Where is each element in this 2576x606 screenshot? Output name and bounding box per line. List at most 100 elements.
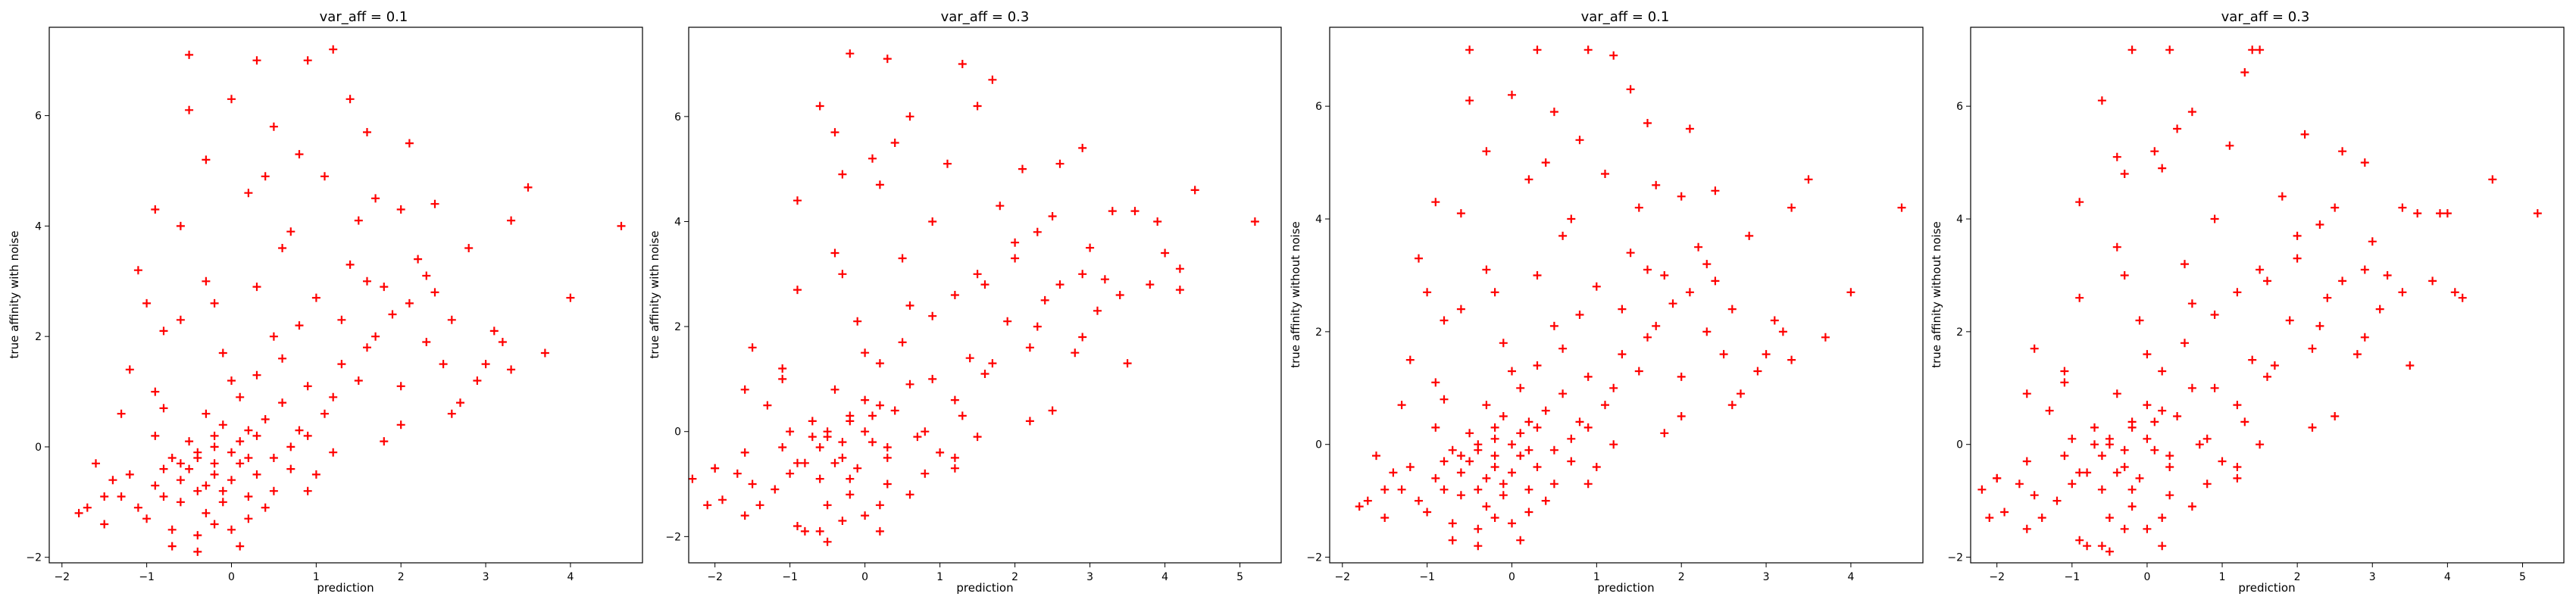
scatter-point [167, 525, 177, 534]
y-tick-label: 4 [1315, 214, 1322, 226]
scatter-point [950, 291, 959, 299]
scatter-point [2202, 434, 2212, 443]
scatter-point [159, 464, 168, 473]
scatter-point [905, 380, 914, 389]
scatter-point [703, 501, 712, 510]
scatter-point [688, 474, 697, 483]
scatter-point [1405, 355, 1415, 364]
scatter-point [430, 199, 439, 208]
scatter-point [1448, 445, 1457, 454]
scatter-point [1685, 124, 1694, 133]
scatter-point [337, 315, 346, 324]
scatter-point [1524, 485, 1533, 494]
scatter-point [244, 189, 253, 198]
scatter-point [1583, 45, 1593, 55]
scatter-point [1025, 417, 1034, 426]
scatter-point [151, 431, 160, 440]
scatter-point [2120, 524, 2129, 533]
scatter-point [2398, 288, 2407, 297]
scatter-point [185, 50, 194, 59]
scatter-point [1787, 203, 1796, 212]
scatter-point [823, 501, 832, 510]
y-tick-label: 2 [1315, 326, 1322, 339]
y-axis-label: true affinity with noise [648, 231, 661, 359]
scatter-point [2248, 45, 2257, 55]
scatter-point [1490, 463, 1499, 471]
scatter-point [1652, 180, 1661, 189]
scatter-point [252, 370, 261, 380]
scatter-point [1626, 248, 1635, 258]
scatter-point [1567, 434, 1576, 443]
scatter-point [278, 244, 287, 252]
scatter-point [1677, 372, 1686, 381]
scatter-point [202, 508, 211, 517]
scatter-point [1474, 445, 1483, 454]
scatter-point [1592, 282, 1601, 291]
scatter-point [1897, 203, 1906, 212]
scatter-point [2256, 440, 2265, 449]
scatter-point [2165, 491, 2174, 500]
x-tick-label: 4 [2444, 571, 2451, 583]
scatter-point [2083, 468, 2092, 477]
scatter-point [269, 122, 278, 131]
y-tick-label: 4 [674, 216, 681, 228]
x-tick-label: 2 [1678, 571, 1685, 583]
scatter-point [1601, 401, 1609, 410]
scatter-point [1490, 423, 1499, 432]
scatter-point [524, 183, 533, 192]
scatter-point [1380, 485, 1390, 494]
scatter-point [1482, 502, 1491, 511]
scatter-point [905, 301, 914, 310]
scatter-point [320, 409, 329, 418]
scatter-point [2120, 463, 2129, 471]
scatter-point [2105, 547, 2114, 556]
scatter-point [2075, 536, 2084, 545]
y-tick-label: 4 [1956, 214, 1963, 226]
scatter-point [2360, 333, 2369, 342]
scatter-point [176, 221, 185, 230]
scatter-point [2015, 479, 2024, 489]
scatter-point [1482, 401, 1491, 410]
scatter-point [371, 194, 380, 203]
scatter-point [1737, 389, 1745, 398]
scatter-point [875, 401, 884, 410]
scatter-point [303, 486, 312, 495]
y-tick-label: 2 [1956, 326, 1963, 339]
scatter-point [1727, 401, 1737, 410]
scatter-point [1499, 412, 1508, 420]
scatter-point [1533, 361, 1542, 370]
scatter-point [269, 332, 278, 341]
scatter-point [1583, 372, 1593, 381]
scatter-point [763, 401, 772, 410]
axes-frame [1329, 27, 1924, 564]
scatter-point [117, 409, 126, 418]
scatter-point [2413, 209, 2422, 218]
scatter-point [2187, 502, 2196, 511]
scatter-point [1465, 96, 1474, 105]
scatter-point [740, 511, 749, 520]
y-axis-label: true affinity with noise [8, 231, 21, 359]
scatter-point [980, 370, 989, 378]
scatter-point [2030, 491, 2039, 500]
scatter-point [176, 315, 185, 324]
scatter-point [808, 417, 817, 426]
scatter-point [388, 310, 397, 319]
scatter-point [202, 409, 211, 418]
y-tick-label: 2 [674, 321, 681, 333]
scatter-point [838, 270, 847, 279]
scatter-point [210, 470, 219, 479]
scatter-point [2210, 311, 2219, 319]
scatter-point [1490, 434, 1499, 443]
scatter-point [1634, 367, 1643, 376]
scatter-point [861, 395, 870, 405]
scatter-point [1524, 508, 1533, 517]
scatter-point [1153, 217, 1162, 226]
scatter-point [210, 442, 219, 451]
scatter-point [1549, 321, 1558, 330]
scatter-point [1541, 406, 1550, 415]
scatter-point [2383, 271, 2392, 280]
scatter-point [1456, 209, 1465, 218]
x-tick-label: 4 [1161, 571, 1168, 583]
scatter-point [396, 420, 405, 430]
scatter-point [278, 354, 287, 363]
